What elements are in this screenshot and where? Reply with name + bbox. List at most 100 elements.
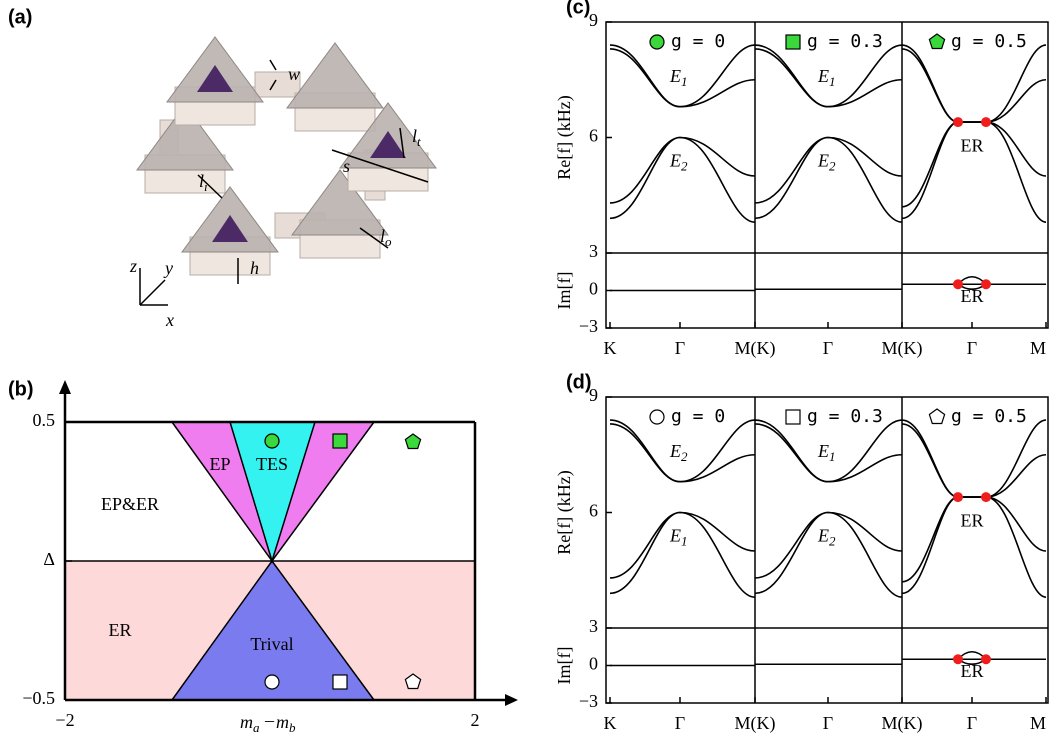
x-axis-label-sub: a [253,720,260,735]
x-tick-label: M [1030,338,1046,358]
dimension-label: h [250,258,259,278]
x-tick-label: Γ [967,713,977,733]
er-label: ER [960,661,983,681]
y-tick-label: 9 [589,385,598,405]
prism [167,37,263,125]
x-tick-label: Γ [675,713,685,733]
band-label-sub: 2 [681,449,688,464]
panel-label: (d) [566,371,592,393]
band-label: E1 [817,441,836,464]
band-label-sub: 2 [829,534,836,549]
y-tick-label: 0 [589,654,598,674]
panel-label: (c) [566,0,590,18]
band-label-base: E [669,441,681,461]
band-label-base: E [817,151,829,171]
y-axis-label: Im[f] [554,272,574,310]
y-tick-label: 0.5 [33,410,56,430]
x-tick-label: K [604,713,617,733]
legend-label: g = 0.5 [951,31,1027,52]
dimension-label-base: s [343,156,350,176]
x-tick-label: M [1030,713,1046,733]
region-label: EP&ER [101,494,159,514]
axis-label: y [163,258,173,278]
y-tick-label: −0.5 [22,688,55,708]
marker-circle [265,434,279,448]
er-label: ER [960,510,983,530]
dimension-label-base: h [250,258,259,278]
x-axis-label-base: m [240,712,253,732]
x-tick-label: −2 [55,710,74,730]
marker-pentagon [929,409,944,423]
x-axis-label-sub: b [289,720,296,735]
band-label: E2 [817,526,836,549]
x-tick-label: M(K) [882,713,923,734]
x-axis-label: mb [276,712,296,735]
x-tick-label: Γ [675,338,685,358]
marker-pentagon [929,34,944,48]
x-tick-label: 2 [471,710,480,730]
x-tick-label: Γ [823,713,833,733]
x-tick-label: M(K) [735,338,776,359]
region-label: Trival [250,634,293,654]
y-tick-label: 6 [589,126,598,146]
band-label-sub: 1 [681,534,688,549]
axis-arrowhead [59,380,71,394]
y-tick-label: 0 [589,279,598,299]
x-tick-label: K [604,338,617,358]
band-label: E1 [669,526,688,549]
band-label: E1 [669,66,688,89]
marker-square [333,434,347,448]
band-label-sub: 2 [681,159,688,174]
dimension-label: lo [380,226,392,249]
y-axis-label: Re[f] (kHz) [554,470,575,554]
band-curve [755,138,902,219]
band-curve [755,513,902,594]
legend-label: g = 0 [671,31,725,52]
band-curve [610,138,755,223]
axis-arrow [140,280,165,305]
marker-circle [650,35,664,49]
band-label: E2 [817,151,836,174]
x-tick-label: Γ [823,338,833,358]
figure: (a)wltslilohzyx(b)0.5Δ−0.5−22ma–mbEPTESE… [0,0,1058,743]
exceptional-ring-point [981,492,991,502]
band-curve [610,138,755,219]
band-curve [902,49,1046,122]
marker-square [786,410,800,424]
dimension-label-sub: t [417,134,421,149]
band-label-base: E [817,66,829,86]
marker-square [786,35,800,49]
region-label: EP [209,454,230,474]
x-tick-label: M(K) [735,713,776,734]
band-label-base: E [817,526,829,546]
y-tick-label: 6 [589,501,598,521]
prism [182,187,278,275]
dim-arrow [270,60,276,70]
y-tick-label: −3 [579,691,598,711]
panel-label: (b) [8,378,34,400]
legend-label: g = 0.3 [807,31,883,52]
legend-label: g = 0.3 [807,406,883,427]
band-curve [902,424,1046,497]
panel-label: (a) [8,6,32,28]
dimension-label: lt [412,126,421,149]
band-curve [610,513,755,598]
dimension-label-base: w [288,64,300,84]
band-label: E2 [669,441,688,464]
y-tick-label: −3 [579,316,598,336]
er-label: ER [960,135,983,155]
y-tick-label: Δ [43,549,55,569]
region-label: TES [256,454,288,474]
axis-arrowhead [505,694,518,706]
dimension-label: s [343,156,350,176]
band-label: E1 [817,66,836,89]
band-label-base: E [669,526,681,546]
band-label-base: E [817,441,829,461]
band-label-sub: 1 [829,449,836,464]
band-label-sub: 1 [829,74,836,89]
y-axis-label: Re[f] (kHz) [554,95,575,179]
er-label: ER [960,286,983,306]
x-tick-label: M(K) [882,338,923,359]
axis-label: x [165,310,174,330]
prism [287,43,383,131]
